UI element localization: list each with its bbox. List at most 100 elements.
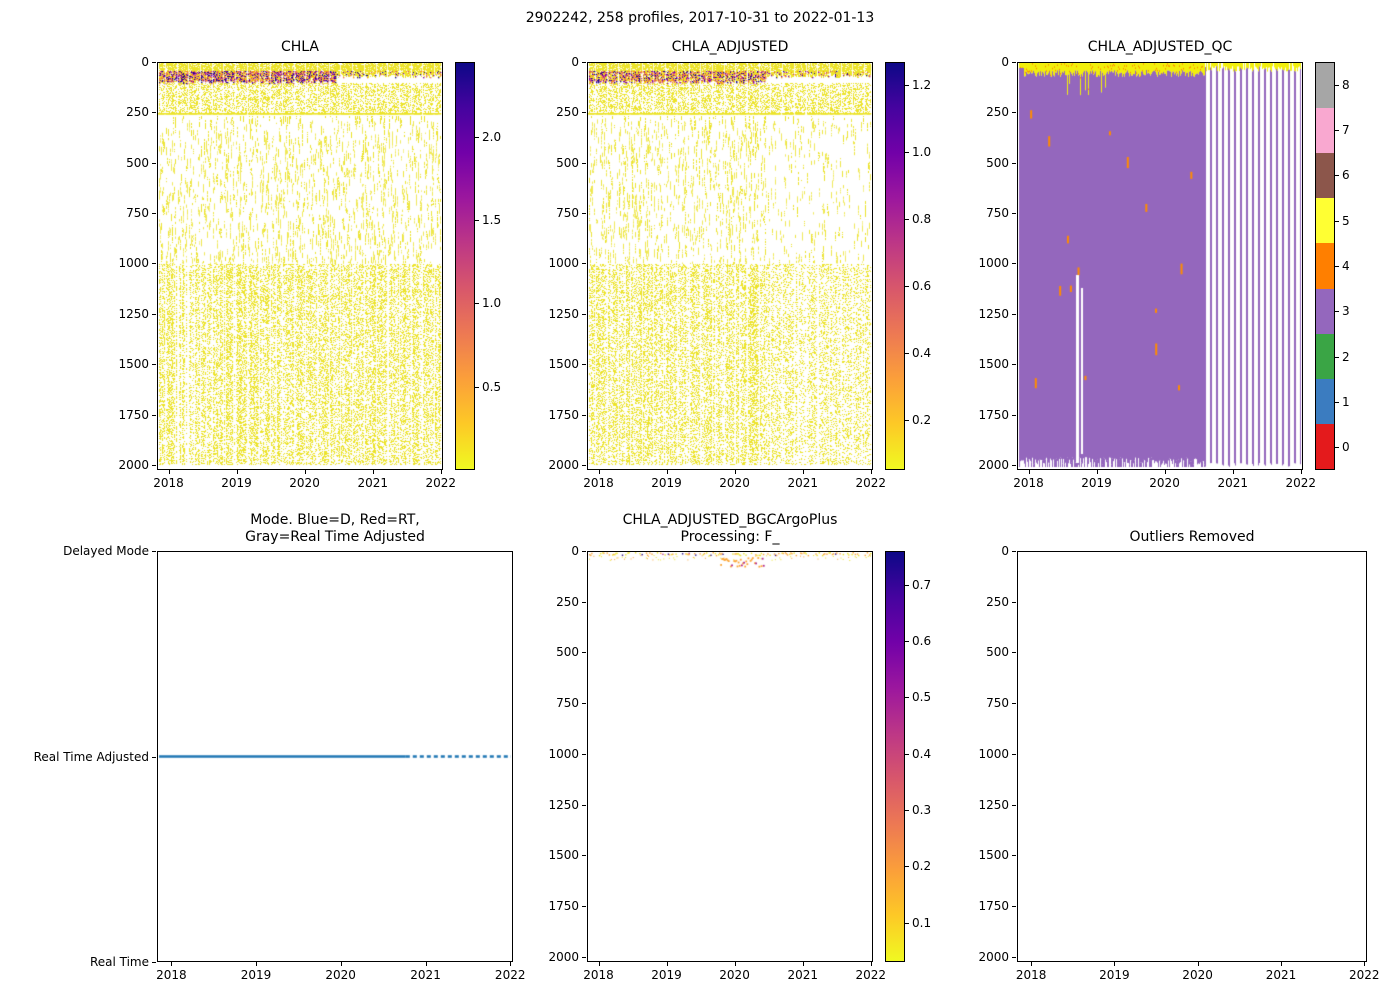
plot-chla-adjusted-qc-colorbar bbox=[1315, 62, 1335, 470]
y-tick-label: 2000 bbox=[548, 457, 579, 472]
tick-mark bbox=[582, 112, 586, 114]
colorbar-tick-label: 0.2 bbox=[912, 412, 932, 427]
tick-mark bbox=[582, 62, 586, 63]
x-tick-label: 2020 bbox=[719, 968, 750, 982]
y-tick-label: 1000 bbox=[548, 256, 579, 271]
tick-mark bbox=[1164, 470, 1166, 474]
colorbar-tick-label: 1.0 bbox=[482, 296, 502, 311]
tick-mark bbox=[1300, 470, 1302, 474]
y-tick-label: 0 bbox=[571, 55, 579, 69]
y-tick-label: 1000 bbox=[978, 256, 1009, 271]
plot-chla-canvas bbox=[158, 63, 442, 469]
tick-mark bbox=[1012, 804, 1016, 806]
colorbar-tick-label: 5 bbox=[1342, 213, 1350, 228]
x-tick-label: 2020 bbox=[1149, 476, 1180, 490]
tick-mark bbox=[372, 470, 374, 474]
tick-mark bbox=[1012, 62, 1016, 63]
tick-mark bbox=[1335, 84, 1339, 86]
y-tick-label: 750 bbox=[126, 206, 149, 221]
colorbar-segment bbox=[1316, 423, 1334, 469]
plot-mode-title: Mode. Blue=D, Red=RT, Gray=Real Time Adj… bbox=[245, 512, 425, 545]
tick-mark bbox=[152, 162, 156, 164]
y-tick-label: 1250 bbox=[548, 797, 579, 812]
y-tick-label: 0 bbox=[1001, 55, 1009, 69]
y-tick-label: 2000 bbox=[548, 949, 579, 964]
tick-mark bbox=[475, 220, 479, 222]
tick-mark bbox=[1232, 470, 1234, 474]
colorbar-segment bbox=[1316, 378, 1334, 424]
y-tick-label: 750 bbox=[556, 206, 579, 221]
colorbar-segment bbox=[1316, 243, 1334, 289]
colorbar-segment bbox=[1316, 198, 1334, 244]
tick-mark bbox=[905, 753, 909, 755]
tick-mark bbox=[582, 213, 586, 215]
plot-chla-colorbar bbox=[455, 62, 475, 470]
tick-mark bbox=[152, 112, 156, 114]
y-tick-label: 750 bbox=[986, 206, 1009, 221]
y-tick-label: Real Time bbox=[89, 955, 149, 969]
colorbar-tick-label: 2.0 bbox=[482, 129, 502, 144]
y-tick-label: 1750 bbox=[978, 899, 1009, 914]
x-tick-label: 2022 bbox=[494, 968, 526, 982]
tick-mark bbox=[440, 470, 442, 474]
y-tick-label: 500 bbox=[126, 155, 149, 170]
tick-mark bbox=[734, 470, 736, 474]
x-tick-label: 2022 bbox=[1348, 968, 1380, 982]
tick-mark bbox=[1012, 601, 1016, 603]
plot-mode-canvas bbox=[158, 552, 512, 961]
x-tick-label: 2019 bbox=[651, 476, 682, 490]
plot-mode-axes bbox=[157, 551, 513, 962]
tick-mark bbox=[582, 313, 586, 315]
colorbar-tick-label: 0.5 bbox=[482, 379, 502, 394]
tick-mark bbox=[1012, 263, 1016, 265]
tick-mark bbox=[905, 697, 909, 699]
y-tick-label: 1000 bbox=[548, 746, 579, 761]
tick-mark bbox=[1114, 962, 1116, 966]
tick-mark bbox=[1012, 213, 1016, 215]
tick-mark bbox=[582, 263, 586, 265]
tick-mark bbox=[802, 470, 804, 474]
tick-mark bbox=[905, 866, 909, 868]
colorbar-tick-label: 8 bbox=[1342, 77, 1350, 92]
colorbar-tick-label: 6 bbox=[1342, 168, 1350, 183]
tick-mark bbox=[582, 855, 586, 857]
x-tick-label: 2020 bbox=[1182, 968, 1213, 982]
x-tick-label: 2019 bbox=[651, 968, 682, 982]
y-tick-label: 500 bbox=[556, 645, 579, 660]
tick-mark bbox=[475, 386, 479, 388]
colorbar-tick-label: 0.7 bbox=[912, 577, 932, 592]
y-tick-label: 1500 bbox=[118, 357, 149, 372]
tick-mark bbox=[152, 313, 156, 315]
tick-mark bbox=[582, 753, 586, 755]
tick-mark bbox=[340, 962, 342, 966]
tick-mark bbox=[1012, 753, 1016, 755]
plot-outliers-removed-title: Outliers Removed bbox=[1129, 529, 1255, 545]
tick-mark bbox=[510, 962, 512, 966]
x-tick-label: 2018 bbox=[156, 968, 187, 982]
tick-mark bbox=[304, 470, 306, 474]
tick-mark bbox=[171, 962, 173, 966]
x-tick-label: 2021 bbox=[357, 476, 389, 490]
tick-mark bbox=[905, 352, 909, 354]
tick-mark bbox=[1364, 962, 1366, 966]
y-tick-label: 1750 bbox=[978, 407, 1009, 422]
tick-mark bbox=[1012, 703, 1016, 705]
plot-bgc-processing-canvas bbox=[588, 552, 872, 961]
tick-mark bbox=[582, 906, 586, 908]
tick-mark bbox=[905, 809, 909, 811]
colorbar-tick-label: 1.5 bbox=[482, 213, 502, 228]
plot-chla-adjusted-axes bbox=[587, 62, 873, 470]
tick-mark bbox=[152, 464, 156, 466]
y-tick-label: 1500 bbox=[978, 848, 1009, 863]
tick-mark bbox=[582, 364, 586, 366]
tick-mark bbox=[1335, 311, 1339, 313]
y-tick-label: 1500 bbox=[548, 848, 579, 863]
x-tick-label: 2022 bbox=[855, 476, 887, 490]
colorbar-tick-label: 0.5 bbox=[912, 690, 932, 705]
tick-mark bbox=[870, 470, 872, 474]
y-tick-label: 2000 bbox=[978, 949, 1009, 964]
colorbar-tick-label: 0.4 bbox=[912, 345, 932, 360]
colorbar-tick-label: 3 bbox=[1342, 304, 1350, 319]
x-tick-label: 2022 bbox=[855, 968, 887, 982]
